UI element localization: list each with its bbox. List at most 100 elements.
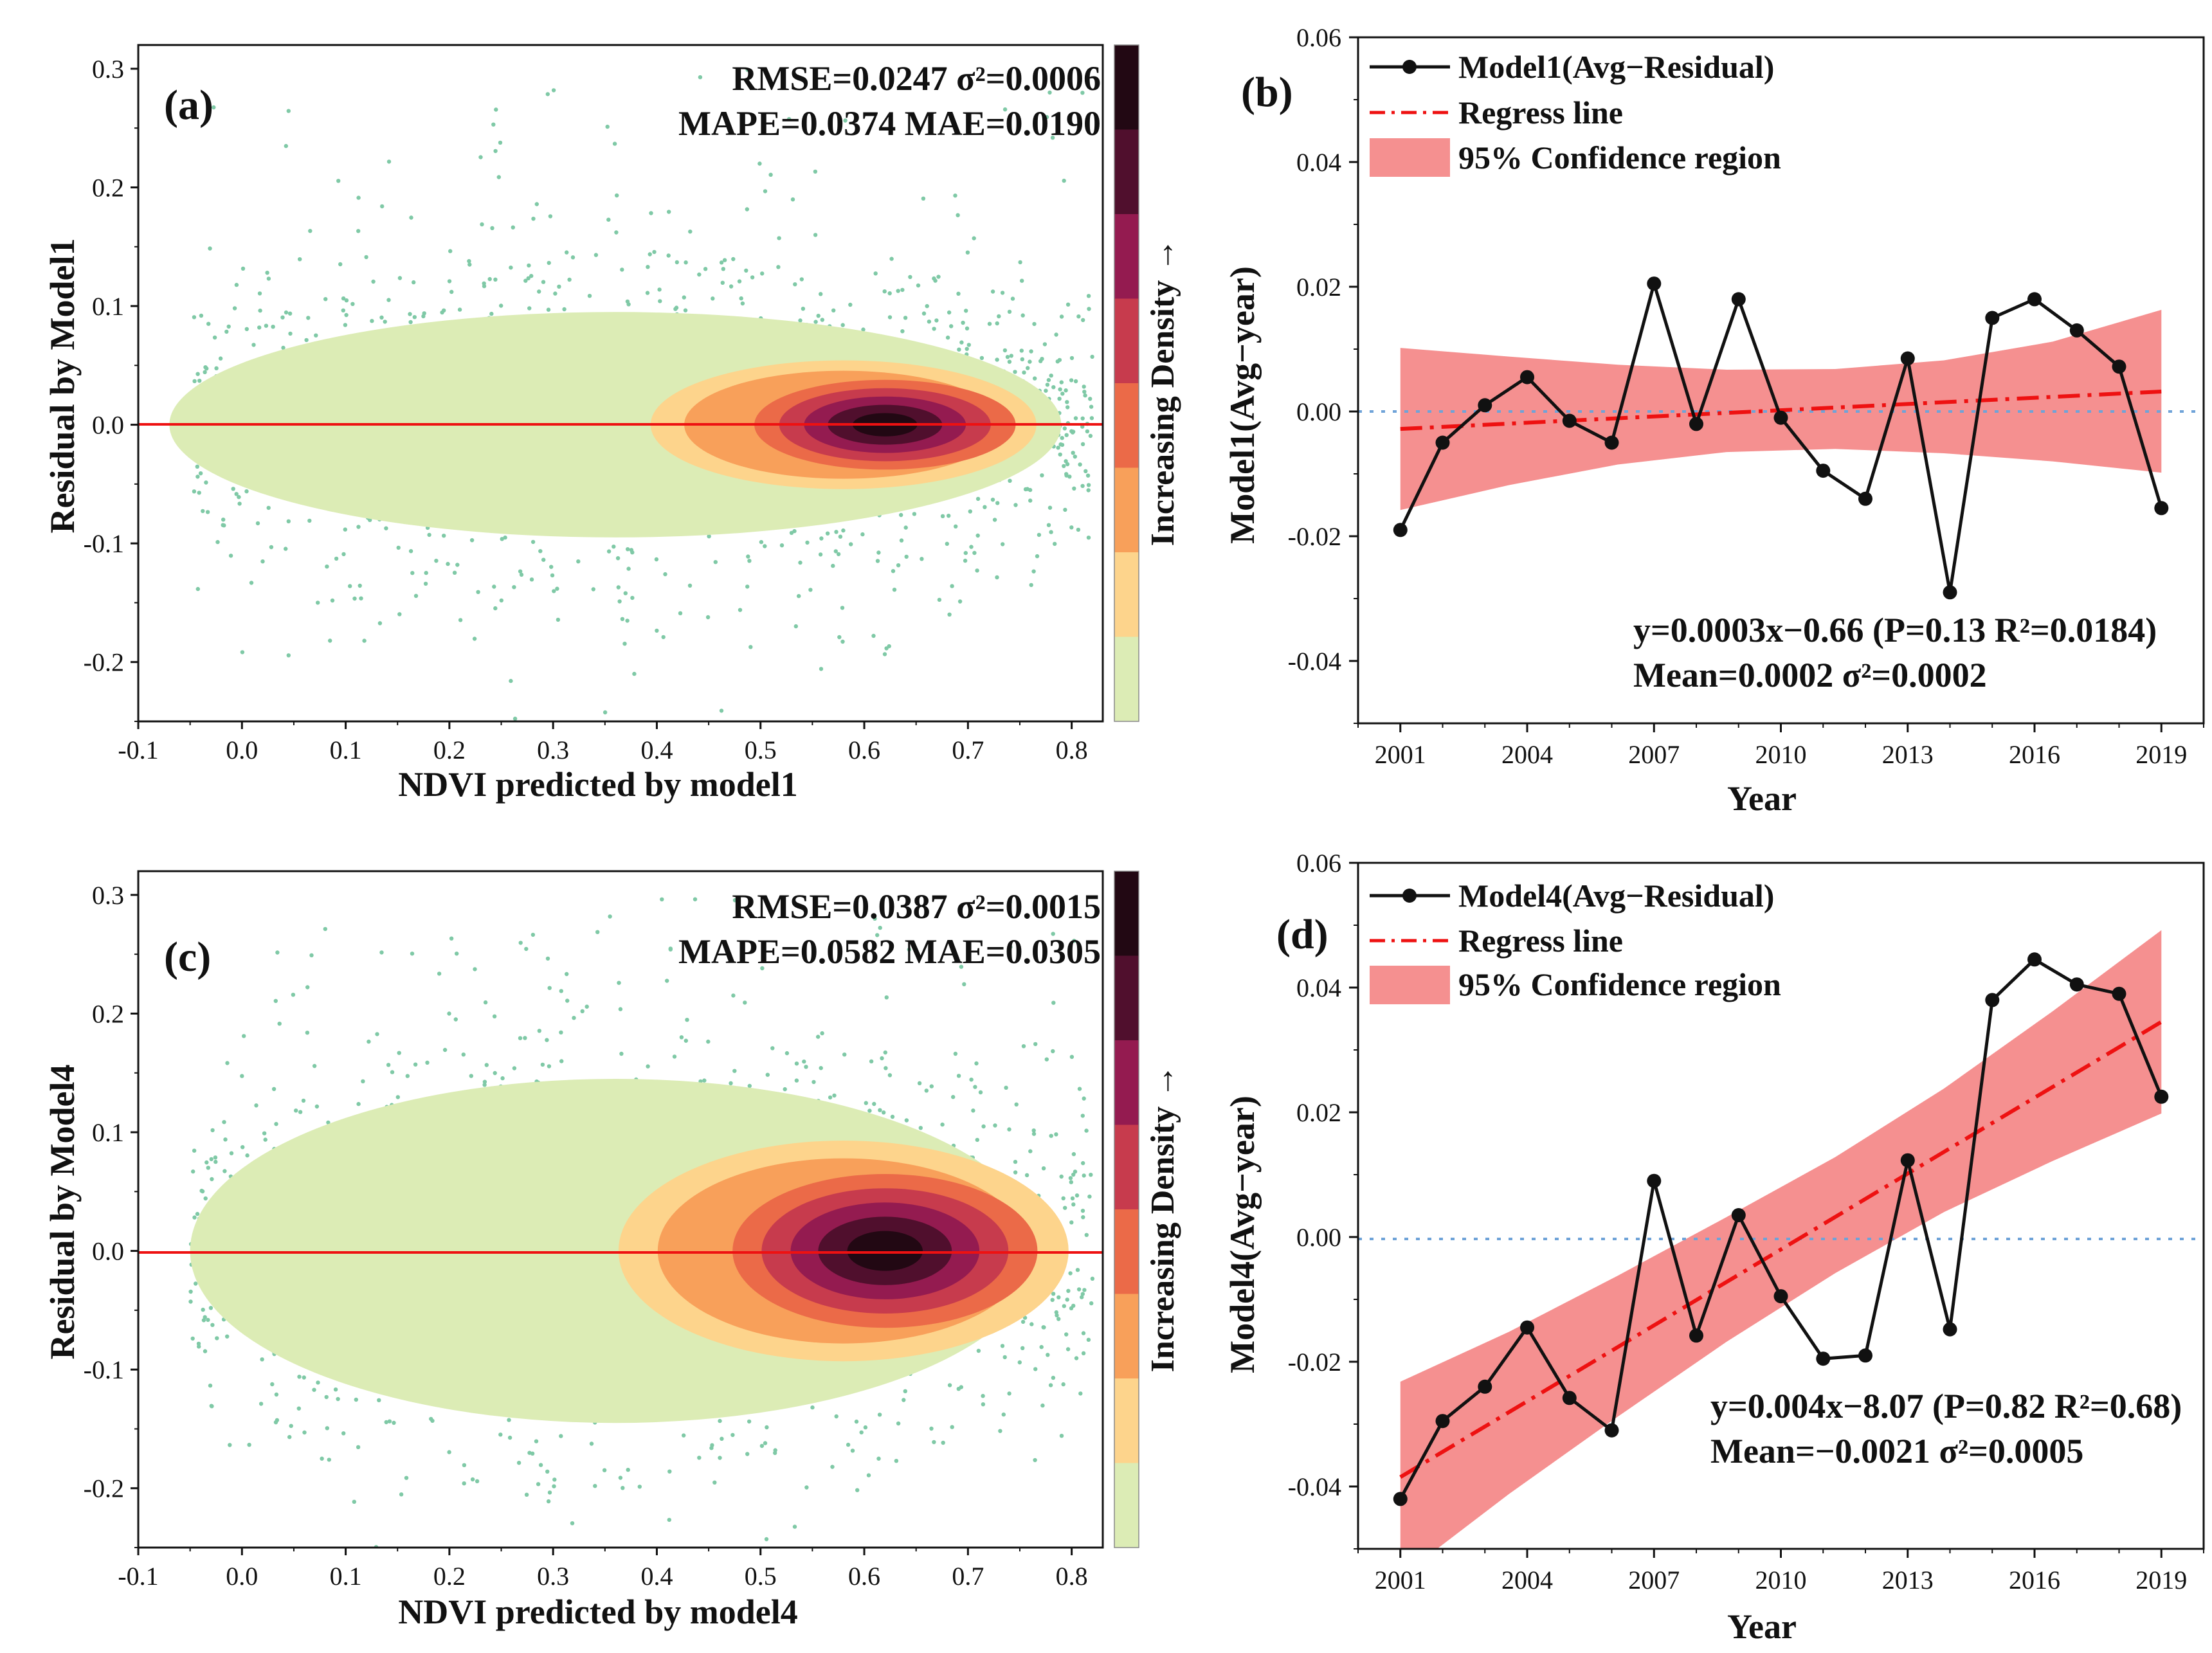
scatter-point-c [887,1073,893,1078]
panel-a: 0.3 0.2 0.1 0.0 -0.1 -0.2 -0.1 0.0 0.1 0.2 0.3 0.4… [43,44,1181,804]
scatter-point-c [404,1476,409,1480]
scatter-point-c [203,1315,207,1319]
data-point-d-2011 [1816,1351,1831,1366]
scatter-point-a [496,175,501,179]
scatter-point-c [1028,1149,1033,1153]
scatter-point-c [626,1467,630,1472]
scatter-point-a [231,487,235,491]
panel-b: 0.060.040.020.00-0.02-0.04 2001 2004 2007 2… [1223,23,2205,818]
scatter-point-c [1080,1209,1085,1213]
x-tick-label-c: 0.5 [745,1562,777,1591]
y-tick-label-b: 0.00 [1296,397,1341,426]
scatter-point-c [665,979,669,983]
scatter-point-a [328,638,332,643]
scatter-point-c [732,898,738,903]
scatter-point-a [197,379,202,383]
scatter-point-a [1069,356,1074,361]
scatter-point-c [223,1137,228,1142]
scatter-point-c [974,1061,979,1066]
scatter-point-c [298,1110,303,1114]
scatter-point-c [1056,1295,1061,1300]
scatter-point-a [467,262,472,267]
scatter-point-a [940,514,945,518]
scatter-point-c [1039,1344,1044,1350]
scatter-point-a [204,480,208,485]
x-tick-label-d: 2001 [1375,1566,1426,1594]
scatter-point-a [192,315,197,320]
scatter-point-c [274,1122,278,1126]
scatter-point-a [1037,532,1042,537]
annotation-line-1-b: y=0.0003x−0.66 (P=0.13 R²=0.0184) [1633,611,2157,649]
scatter-point-a [192,489,197,494]
scatter-point-c [1089,1173,1093,1177]
scatter-point-c [518,941,523,945]
scatter-point-a [397,612,402,617]
scatter-point-a [203,370,207,374]
scatter-point-a [987,321,992,326]
data-point-d-2018 [2112,986,2126,1001]
scatter-point-a [840,606,845,610]
scatter-point-c [222,1169,227,1173]
scatter-point-c [842,1052,847,1057]
scatter-point-c [760,966,765,971]
scatter-point-c [263,1137,267,1142]
scatter-point-a [452,570,457,575]
scatter-point-a [632,671,637,676]
scatter-point-c [324,1395,329,1400]
scatter-point-a [362,638,367,643]
scatter-point-a [448,249,453,253]
scatter-point-c [524,1492,529,1497]
scatter-point-a [1002,107,1008,112]
scatter-point-c [602,1468,607,1472]
scatter-point-a [657,287,662,292]
data-point-b-2015 [1985,311,2000,325]
scatter-point-a [678,611,683,615]
scatter-point-a [446,561,450,566]
colorbar-segment-c [1114,1294,1139,1379]
colorbar-frame-c [1114,871,1139,1548]
scatter-point-c [545,1469,550,1474]
scatter-point-a [341,308,345,312]
scatter-point-c [804,1485,809,1490]
data-point-b-2003 [1478,398,1492,413]
colorbar-segment-c [1114,1125,1139,1210]
scatter-point-c [882,1110,886,1115]
scatter-point-a [350,302,355,306]
x-tick-label-c: 0.6 [848,1562,880,1591]
colorbar-segment-a [1114,214,1139,299]
scatter-point-a [786,117,792,122]
scatter-point-a [348,584,352,588]
scatter-point-a [721,267,726,271]
scatter-point-a [748,645,753,649]
scatter-point-c [802,1059,806,1064]
scatter-point-a [199,313,204,318]
scatter-point-a [1032,321,1037,327]
scatter-point-c [297,1375,302,1379]
scatter-point-a [492,584,496,589]
scatter-point-c [429,1416,433,1422]
scatter-point-a [820,318,825,322]
scatter-point-a [1062,464,1066,469]
scatter-point-a [649,211,653,215]
scatter-point-a [352,596,357,601]
scatter-point-c [213,1155,218,1160]
scatter-point-c [846,1442,851,1447]
scatter-point-a [237,494,241,500]
scatter-point-a [1033,376,1037,381]
data-point-b-2010 [1773,410,1788,425]
scatter-point-a [625,619,630,623]
confidence-region-d [1400,930,2162,1549]
scatter-point-a [738,608,743,612]
scatter-point-a [527,263,531,268]
scatter-point-a [979,356,984,360]
scatter-point-a [1088,433,1093,438]
scatter-point-c [274,1392,279,1397]
scatter-point-c [570,1521,575,1526]
data-point-d-2005 [1562,1391,1577,1405]
scatter-point-c [291,993,296,997]
scatter-point-a [1042,342,1047,347]
scatter-point-a [1089,404,1094,409]
scatter-point-a [469,538,475,543]
scatter-point-a [1083,393,1087,398]
scatter-point-c [289,1423,293,1428]
